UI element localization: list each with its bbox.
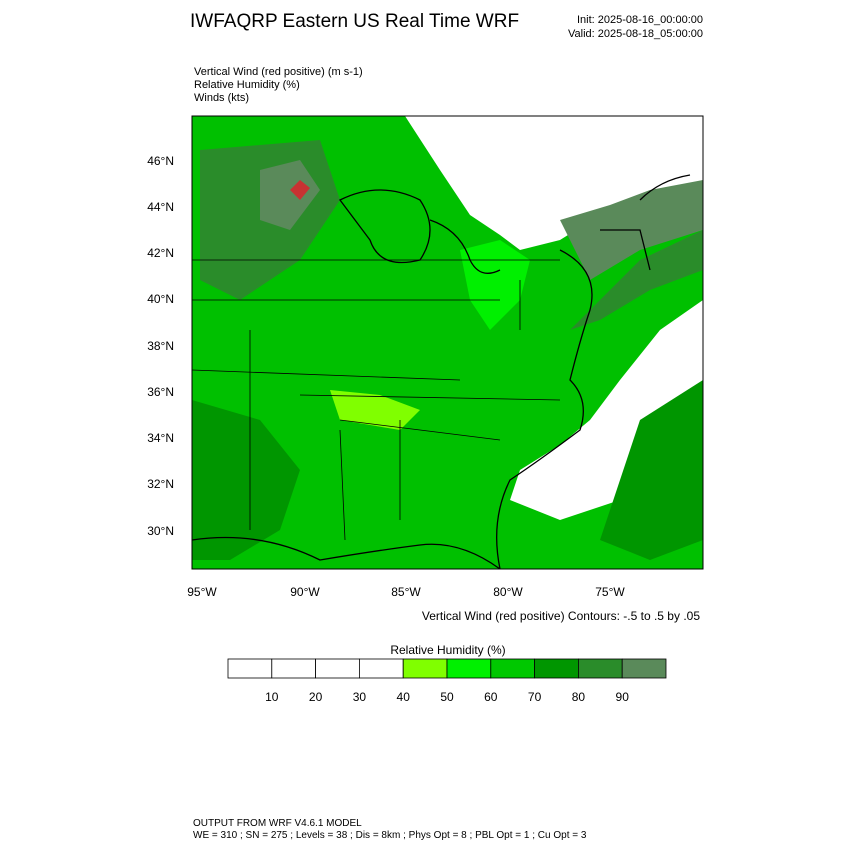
colorbar-box: [358, 658, 404, 679]
colorbar-box: [621, 658, 667, 679]
colorbar-box: [490, 658, 535, 679]
lat-label: 46°N: [147, 154, 174, 168]
colorbar-label: 30: [353, 690, 367, 704]
footer-line: OUTPUT FROM WRF V4.6.1 MODEL: [193, 818, 362, 829]
colorbar-label: 70: [528, 690, 542, 704]
field-label: Vertical Wind (red positive) (m s-1): [194, 66, 363, 78]
lat-label: 36°N: [147, 385, 174, 399]
lat-label: 30°N: [147, 524, 174, 538]
colorbar-box: [446, 658, 492, 679]
map: [191, 115, 704, 570]
lat-label: 42°N: [147, 246, 174, 260]
colorbar-label: 50: [440, 690, 454, 704]
lon-label: 90°W: [290, 585, 320, 599]
lon-label: 75°W: [595, 585, 625, 599]
contour-note: Vertical Wind (red positive) Contours: -…: [422, 609, 700, 623]
title: IWFAQRP Eastern US Real Time WRF: [190, 11, 519, 32]
colorbar-box: [534, 658, 579, 679]
colorbar-label: 20: [309, 690, 323, 704]
colorbar-box: [227, 658, 273, 679]
colorbar-box: [271, 658, 316, 679]
lat-label: 40°N: [147, 292, 174, 306]
footer-line: WE = 310 ; SN = 275 ; Levels = 38 ; Dis …: [193, 830, 587, 841]
lat-label: 32°N: [147, 477, 174, 491]
colorbar: 10 20 30 40 50 60 70 80 90: [227, 658, 667, 704]
valid-time: Valid: 2025-08-18_05:00:00: [568, 28, 703, 40]
lat-labels: 46°N 44°N 42°N 40°N 38°N 36°N 34°N 32°N …: [147, 154, 174, 538]
init-time: Init: 2025-08-16_00:00:00: [577, 14, 703, 26]
colorbar-label: 90: [616, 690, 630, 704]
colorbar-label: 80: [572, 690, 586, 704]
colorbar-box: [578, 658, 623, 679]
lat-label: 38°N: [147, 339, 174, 353]
field-label: Relative Humidity (%): [194, 79, 300, 91]
lat-label: 44°N: [147, 200, 174, 214]
field-label: Winds (kts): [194, 92, 249, 104]
colorbar-label: 40: [397, 690, 411, 704]
lon-labels: 95°W 90°W 85°W 80°W 75°W: [187, 585, 625, 599]
colorbar-label: 10: [265, 690, 279, 704]
colorbar-label: 60: [484, 690, 498, 704]
colorbar-box: [315, 658, 360, 679]
lon-label: 85°W: [391, 585, 421, 599]
lon-label: 95°W: [187, 585, 217, 599]
lat-label: 34°N: [147, 431, 174, 445]
colorbar-box: [402, 658, 448, 679]
colorbar-title: Relative Humidity (%): [390, 643, 505, 657]
lon-label: 80°W: [493, 585, 523, 599]
